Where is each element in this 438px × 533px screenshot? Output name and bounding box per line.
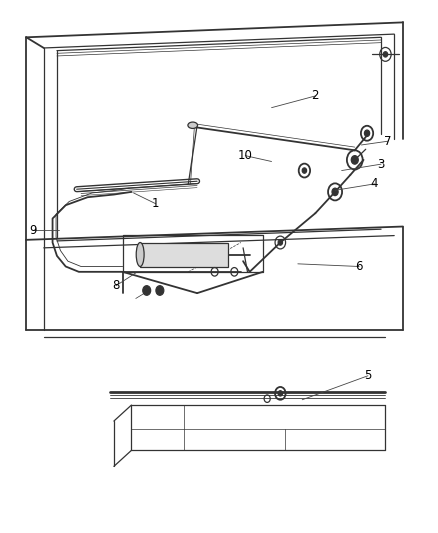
Text: 2: 2 [311, 90, 319, 102]
Text: 7: 7 [384, 135, 392, 148]
Circle shape [143, 286, 151, 295]
Text: 3: 3 [378, 158, 385, 171]
Text: 9: 9 [29, 224, 37, 237]
Circle shape [156, 286, 164, 295]
Circle shape [351, 156, 358, 164]
Circle shape [302, 168, 307, 173]
Text: 1: 1 [152, 197, 159, 210]
Text: 5: 5 [364, 369, 371, 382]
Text: 8: 8 [113, 279, 120, 292]
Circle shape [278, 240, 283, 245]
Circle shape [364, 130, 370, 136]
Circle shape [383, 52, 388, 57]
Text: 4: 4 [371, 177, 378, 190]
Circle shape [332, 188, 338, 196]
Ellipse shape [188, 122, 198, 128]
Bar [140, 243, 228, 266]
Text: 10: 10 [238, 149, 253, 162]
Ellipse shape [136, 243, 144, 266]
Circle shape [278, 391, 283, 396]
Text: 6: 6 [355, 260, 363, 273]
